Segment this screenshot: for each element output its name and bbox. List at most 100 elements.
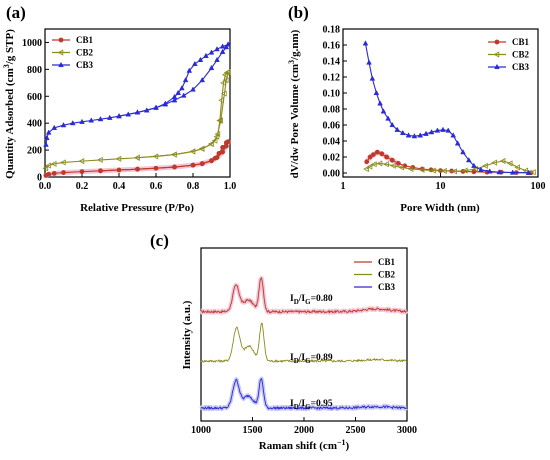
panel-a-y-axis-label-tail: /g STP): [4, 29, 16, 65]
panel-a-point-cb3: [106, 114, 113, 120]
panel-b-point-cb2: [376, 160, 383, 167]
panel-a-legend-label-cb3: CB3: [76, 60, 94, 70]
panel-a-point-cb3: [116, 113, 122, 119]
panel-a-point-cb3: [223, 44, 230, 50]
panel-b-line-cb3: [364, 43, 529, 174]
panel-c-x-tick-label: 1000: [191, 425, 211, 436]
panel-c-ratio-cb1: ID/IG=0.80: [290, 294, 333, 306]
panel-a-x-tick-label: 0.0: [39, 181, 52, 192]
panel-b-y-tick-label: 0.12: [323, 73, 341, 84]
panel-c-x-axis-label: Raman shift (cm−1): [259, 438, 350, 452]
panel-b-y-tick-label: 0.18: [323, 25, 341, 36]
panel-b-y-axis-label: dV/dw Pore Volume (cm3/g.nm): [287, 29, 301, 178]
panel-b-point-cb1: [374, 149, 380, 155]
panel-b-legend-label-cb2: CB2: [512, 50, 530, 60]
panel-a-point-cb3: [60, 122, 67, 128]
panel-a-point-cb2: [222, 77, 229, 84]
panel-b-point-cb2: [530, 169, 536, 176]
panel-a-point-cb1: [51, 170, 57, 176]
panel-c: (c) 1000 1500 2000 2500 3000 ID/IG=0.80ID/IG…: [150, 231, 417, 452]
panel-b-point-cb2: [451, 168, 457, 175]
panel-a-x-tick-label: 0.4: [113, 181, 126, 192]
panel-c-x-axis-label-main: Raman shift (cm: [259, 440, 337, 452]
panel-a-point-cb1: [223, 140, 229, 146]
panel-b-point-cb3: [385, 115, 391, 121]
panel-b-point-cb1: [367, 154, 373, 160]
panel-b-x-tick-label: 1: [341, 181, 346, 192]
panel-a-point-cb3: [175, 89, 182, 95]
panel-b-point-cb2: [390, 162, 396, 169]
panel-b-x-ticks: 1 10 100: [341, 173, 546, 192]
panel-a-point-cb2: [45, 162, 51, 169]
panel-c-label: (c): [150, 231, 169, 250]
panel-a-point-cb3: [88, 117, 95, 123]
panel-a-legend: CB1 CB2 CB3: [52, 35, 94, 70]
panel-a-point-cb3: [180, 92, 187, 98]
panel-a-y-tick-label: 1000: [22, 38, 42, 49]
panel-b-legend-label-cb3: CB3: [512, 62, 530, 72]
panel-a-point-cb2: [214, 130, 221, 138]
panel-c-y-axis-label: Intensity (a.u.): [181, 300, 193, 369]
panel-a-x-tick-label: 0.2: [76, 181, 89, 192]
panel-a-line-cb2-desorption: [137, 71, 229, 159]
panel-a-point-cb1: [212, 155, 218, 161]
panel-c-annotations: ID/IG=0.80 ID/IG=0.89 ID/IG=0.95: [290, 294, 333, 411]
panel-b-point-cb3: [389, 121, 396, 128]
panel-c-legend-label-cb2: CB2: [378, 270, 396, 280]
panel-a-point-cb3: [225, 41, 231, 47]
panel-b-point-cb3: [405, 132, 412, 138]
panel-a-point-cb3: [179, 85, 185, 91]
panel-a-y-ticks: 0 200 400 600 800 1000: [22, 38, 49, 184]
panel-b-point-cb3: [411, 133, 418, 139]
panel-a-point-cb1: [209, 158, 214, 164]
panel-b-point-cb2: [383, 161, 389, 168]
panel-b-point-cb2: [430, 167, 436, 174]
panel-b-point-cb1: [370, 152, 376, 157]
panel-b-y-tick-label: 0.06: [323, 121, 341, 132]
panel-a-point-cb3: [190, 86, 196, 92]
panel-a-point-cb2: [220, 79, 226, 86]
panel-a-legend-marker-cb3: [58, 61, 64, 68]
panel-a-point-cb3: [214, 56, 220, 62]
panel-b-point-cb3: [496, 169, 503, 175]
panel-a-point-cb3: [69, 120, 76, 126]
panel-b-point-cb3: [394, 126, 401, 132]
panel-a-point-cb3: [79, 118, 85, 124]
panel-c-spectrum-cb2: [200, 322, 408, 363]
panel-b-point-cb3: [450, 132, 457, 138]
panel-a-x-tick-label: 0.8: [187, 181, 200, 192]
panel-a-point-cb3: [162, 100, 169, 106]
panel-b-point-cb3: [445, 127, 452, 133]
panel-b-point-cb3: [423, 130, 429, 136]
panel-c-legend-label-cb3: CB3: [378, 282, 396, 292]
panel-b-point-cb2: [363, 165, 369, 173]
panel-c-legend-label-cb1: CB1: [378, 257, 396, 267]
panel-b-point-cb3: [478, 166, 484, 172]
panel-a-label: (a): [6, 3, 26, 22]
panel-a-point-cb2: [171, 151, 177, 158]
panel-a-point-cb3: [97, 116, 104, 122]
panel-a-point-cb3: [171, 97, 178, 103]
panel-b-point-cb3: [399, 129, 406, 136]
panel-b-x-tick-label: 100: [531, 181, 546, 192]
panel-a-x-tick-label: 0.6: [150, 181, 163, 192]
panel-a-point-cb3: [153, 104, 159, 110]
panel-b-point-cb3: [486, 168, 493, 174]
panel-a-y-tick-label: 600: [27, 92, 42, 103]
panel-a-point-cb1: [98, 168, 103, 174]
panel-b-point-cb1: [364, 159, 370, 165]
panel-a-point-cb3: [44, 134, 50, 141]
panel-a-x-axis-label: Relative Pressure (P/Po): [80, 202, 194, 214]
panel-b-legend: CB1 CB2 CB3: [488, 37, 530, 72]
panel-a: (a) 0.0 0.2 0.4 0.6 0.8 1.0 0 200 400 600 800 1000…: [2, 3, 236, 214]
panel-a-point-cb3: [208, 64, 215, 71]
panel-b-point-cb2: [499, 157, 506, 165]
panel-b-point-cb2: [366, 163, 373, 170]
panel-b-point-cb2: [441, 167, 447, 175]
panel-c-spectrum-cb3: [200, 378, 407, 410]
panel-a-x-tick-label: 1.0: [224, 181, 237, 192]
panel-a-y-tick-label: 0: [37, 173, 42, 184]
panel-c-x-axis-label-sup: −1: [337, 438, 346, 447]
panel-b-point-cb3: [471, 162, 477, 168]
panel-a-point-cb2: [50, 160, 57, 167]
